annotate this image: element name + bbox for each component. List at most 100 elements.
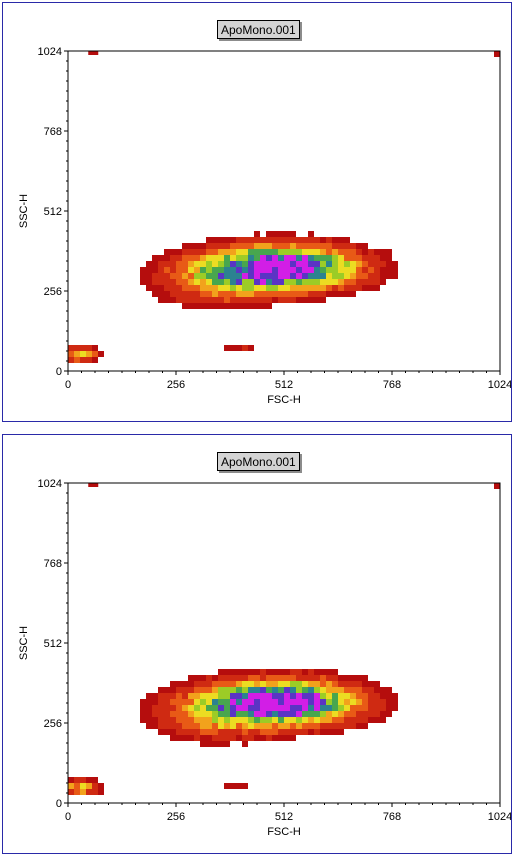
density-cell	[308, 723, 314, 729]
density-cell	[374, 687, 380, 693]
density-cell	[176, 297, 182, 303]
density-cell	[386, 699, 392, 705]
density-cell	[278, 297, 284, 303]
plot-title[interactable]: ApoMono.001	[217, 452, 300, 471]
plot-title[interactable]: ApoMono.001	[217, 20, 300, 39]
density-cell	[272, 693, 278, 699]
density-cell	[224, 249, 230, 255]
y-tick-label: 512	[44, 638, 62, 650]
density-cell	[248, 285, 254, 291]
density-cell	[314, 687, 320, 693]
density-cell	[308, 237, 314, 243]
density-cell	[218, 675, 224, 681]
density-cell	[212, 237, 218, 243]
density-cell	[302, 711, 308, 717]
density-cell	[158, 693, 164, 699]
density-cell	[86, 777, 92, 783]
density-cell	[344, 717, 350, 723]
density-cell	[230, 345, 236, 351]
density-cell	[176, 285, 182, 291]
density-cell	[278, 699, 284, 705]
density-cell	[248, 261, 254, 267]
density-cell	[326, 681, 332, 687]
density-cell	[182, 279, 188, 285]
density-cell	[176, 735, 182, 741]
density-cell	[218, 279, 224, 285]
x-axis-title: FSC-H	[267, 394, 301, 406]
density-cell	[206, 717, 212, 723]
density-cell	[188, 693, 194, 699]
density-cell	[92, 783, 98, 789]
density-cell	[230, 693, 236, 699]
density-cell	[320, 237, 326, 243]
density-cell	[326, 255, 332, 261]
density-cell	[308, 705, 314, 711]
density-cell	[254, 237, 260, 243]
x-axis-title: FSC-H	[267, 826, 301, 838]
density-cell	[218, 741, 224, 747]
density-cell	[272, 297, 278, 303]
density-cell	[242, 291, 248, 297]
density-cell	[284, 687, 290, 693]
density-cell	[296, 291, 302, 297]
density-cell	[218, 255, 224, 261]
density-cell	[380, 711, 386, 717]
density-cell	[224, 303, 230, 309]
density-cell	[254, 729, 260, 735]
density-cell	[230, 237, 236, 243]
density-cell	[278, 735, 284, 741]
density-cell	[278, 267, 284, 273]
density-cell	[200, 693, 206, 699]
density-cell	[368, 681, 374, 687]
density-cell	[386, 249, 392, 255]
density-cell	[200, 273, 206, 279]
density-cell	[332, 717, 338, 723]
density-cell	[92, 357, 98, 363]
density-cell	[248, 705, 254, 711]
density-cell	[386, 693, 392, 699]
density-cell	[344, 723, 350, 729]
density-cell	[278, 681, 284, 687]
density-cell	[272, 249, 278, 255]
density-cell	[164, 297, 170, 303]
density-cell	[296, 729, 302, 735]
density-cell	[350, 717, 356, 723]
density-cell	[224, 279, 230, 285]
density-cell	[146, 711, 152, 717]
density-cell	[230, 681, 236, 687]
density-cell	[320, 729, 326, 735]
density-cell	[212, 693, 218, 699]
density-cell	[374, 279, 380, 285]
density-cell	[236, 237, 242, 243]
density-cell	[284, 285, 290, 291]
density-cell	[254, 297, 260, 303]
y-tick-label: 1024	[38, 478, 62, 490]
density-cell	[326, 243, 332, 249]
density-cell	[206, 249, 212, 255]
density-cell	[218, 297, 224, 303]
density-cell	[272, 261, 278, 267]
density-cell	[224, 711, 230, 717]
density-cell	[242, 711, 248, 717]
density-cell	[332, 249, 338, 255]
density-cell	[164, 705, 170, 711]
density-cell	[296, 255, 302, 261]
x-tick-label: 1024	[488, 811, 511, 823]
density-cell	[278, 237, 284, 243]
density-cell	[296, 273, 302, 279]
density-cell	[254, 669, 260, 675]
density-cell	[176, 729, 182, 735]
density-cell	[374, 285, 380, 291]
density-cell	[224, 723, 230, 729]
density-cell	[344, 249, 350, 255]
density-cell	[152, 693, 158, 699]
density-cell	[260, 303, 266, 309]
density-cell	[290, 699, 296, 705]
density-cell	[344, 705, 350, 711]
density-cell	[224, 717, 230, 723]
density-cell	[194, 261, 200, 267]
density-cell	[194, 255, 200, 261]
density-cell	[158, 279, 164, 285]
density-cell	[284, 297, 290, 303]
density-cell	[188, 261, 194, 267]
